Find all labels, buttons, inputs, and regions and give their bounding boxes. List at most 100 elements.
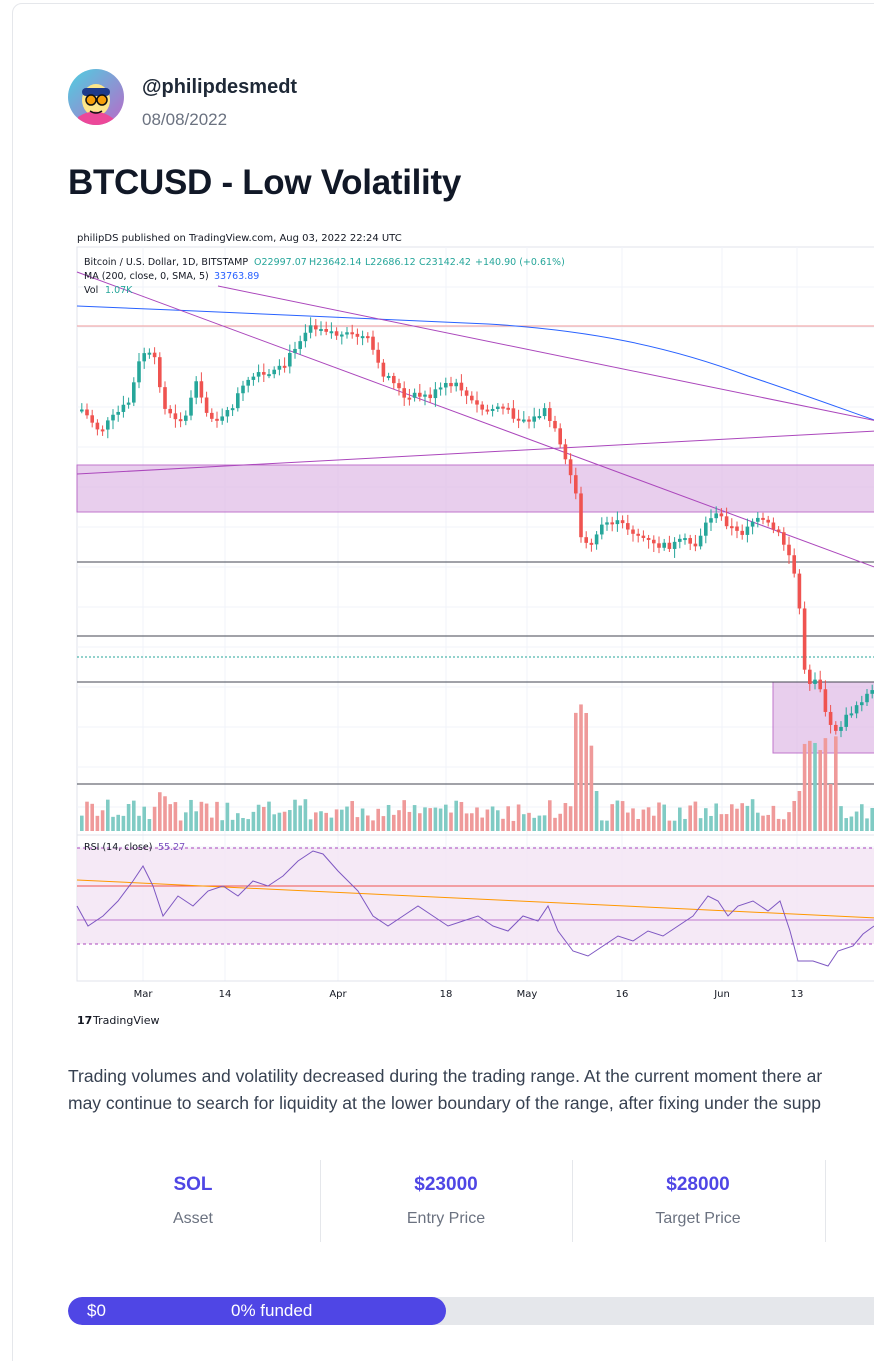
rsi-value: 55.27: [158, 842, 185, 853]
candle: [672, 541, 677, 549]
candle: [475, 400, 479, 405]
volume-bar: [730, 804, 734, 831]
candle: [152, 352, 157, 358]
description-line-2: may continue to search for liquidity at …: [68, 1093, 821, 1113]
volume-bar: [834, 736, 838, 831]
volume-bar: [516, 804, 521, 831]
candle: [293, 348, 297, 353]
candle: [418, 392, 422, 397]
volume-bar: [646, 807, 651, 831]
volume-bar: [475, 807, 479, 831]
candle: [480, 404, 484, 410]
volume-bar: [740, 803, 744, 831]
symbol-label: Bitcoin / U.S. Dollar, 1D, BITSTAMP: [84, 257, 248, 268]
candle: [371, 336, 375, 350]
stat-asset-value: SOL: [173, 1174, 213, 1195]
volume-bar: [163, 796, 167, 831]
candle: [199, 381, 204, 398]
volume-bar: [542, 815, 547, 831]
volume-bar: [652, 815, 656, 831]
candle: [454, 382, 458, 387]
tradingview-chart: philipDS published on TradingView.com, A…: [68, 226, 874, 1034]
volume-bar: [548, 800, 552, 831]
volume-bar: [256, 804, 261, 831]
volume-bar: [137, 815, 141, 831]
x-tick-label: Apr: [329, 989, 347, 1000]
candle: [355, 333, 360, 337]
candle: [709, 518, 713, 523]
volume-bar: [792, 800, 796, 831]
volume-bar: [558, 813, 562, 831]
candle: [241, 385, 245, 394]
volume-bar: [350, 801, 354, 831]
volume-bar: [735, 808, 739, 831]
volume-bar: [236, 813, 240, 831]
volume-bar: [95, 815, 100, 831]
candle: [194, 381, 198, 398]
trendline: [76, 430, 874, 475]
tradingview-logo-mark: 17: [77, 1014, 92, 1027]
candle: [308, 325, 313, 333]
candle: [870, 690, 874, 694]
rsi-band: [77, 848, 874, 944]
candle: [116, 411, 120, 415]
candle: [584, 537, 588, 543]
volume-bar: [756, 812, 760, 831]
candle: [168, 408, 172, 414]
volume-bar: [709, 815, 713, 831]
candle: [459, 382, 464, 391]
candle: [750, 521, 755, 527]
volume-bar: [714, 803, 718, 831]
rsi-label: RSI (14, close): [84, 842, 152, 853]
avatar[interactable]: [68, 69, 124, 125]
volume-bar: [724, 814, 729, 831]
volume-bar: [178, 820, 183, 831]
volume-bar: [688, 805, 692, 831]
candlestick-series: [80, 317, 874, 738]
candle: [324, 328, 328, 332]
volume-bar: [641, 809, 646, 831]
volume-bar: [776, 818, 781, 831]
volume-bar: [194, 811, 198, 831]
volume-bar: [782, 819, 786, 831]
candle: [782, 532, 786, 545]
stat-asset-label: Asset: [172, 1210, 213, 1227]
rsi-trendline: [76, 879, 874, 919]
volume-bar: [334, 809, 339, 831]
volume-bar: [366, 815, 370, 831]
candle: [652, 539, 656, 544]
candle: [745, 526, 750, 535]
volume-bar: [438, 808, 443, 831]
candle: [392, 375, 396, 384]
funding-progress-bar: $0 0% funded: [68, 1297, 874, 1325]
volume-bar: [600, 820, 604, 831]
candle: [579, 493, 583, 538]
candle: [95, 422, 100, 430]
volume-bar: [667, 820, 672, 831]
candle: [740, 530, 744, 535]
volume-bar: [672, 820, 677, 831]
candle: [246, 379, 250, 386]
avatar-image: [68, 69, 124, 125]
volume-bar: [418, 813, 422, 831]
volume-bar: [386, 804, 391, 831]
candle: [236, 393, 240, 409]
volume-bar: [152, 806, 157, 831]
candle: [605, 522, 609, 525]
candle: [376, 349, 380, 363]
volume-bar: [459, 801, 464, 831]
volume-bar: [402, 800, 406, 831]
candle: [496, 406, 500, 409]
candle: [272, 369, 276, 375]
candle: [90, 415, 94, 423]
volume-bar: [496, 810, 500, 831]
trade-stats: SOL Asset $23000 Entry Price $28000 Targ…: [68, 1160, 874, 1242]
tradingview-logo: 17 TradingView: [77, 1014, 159, 1027]
volume-bar: [308, 819, 313, 831]
candle: [594, 534, 599, 545]
candle: [85, 409, 89, 416]
candle: [412, 392, 417, 398]
candle: [615, 520, 620, 525]
candle: [823, 689, 828, 712]
username[interactable]: @philipdesmedt: [142, 76, 298, 98]
